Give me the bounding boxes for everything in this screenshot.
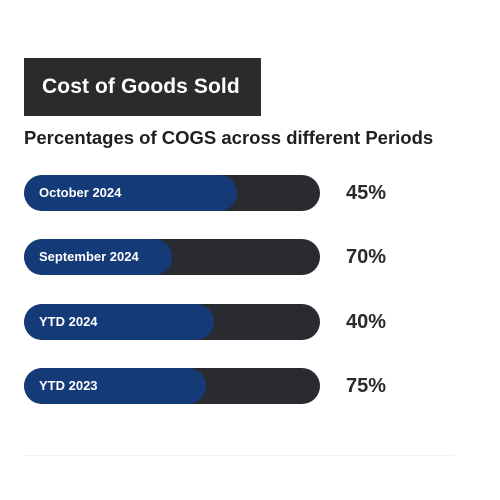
bar-label: September 2024 bbox=[39, 249, 139, 264]
bar-row: YTD 2024 40% bbox=[24, 304, 424, 340]
bar-track: September 2024 bbox=[24, 239, 320, 275]
bar-fill bbox=[24, 368, 206, 404]
bar-track: YTD 2023 bbox=[24, 368, 320, 404]
bar-track: October 2024 bbox=[24, 175, 320, 211]
bar-row: October 2024 45% bbox=[24, 175, 424, 211]
bar-track: YTD 2024 bbox=[24, 304, 320, 340]
chart-subtitle: Percentages of COGS across different Per… bbox=[24, 127, 434, 148]
bar-value-label: 40% bbox=[346, 311, 387, 333]
bar-row: September 2024 70% bbox=[24, 239, 424, 275]
chart-title: Cost of Goods Sold bbox=[42, 75, 240, 98]
bar-value-label: 70% bbox=[346, 246, 387, 268]
bottom-divider bbox=[24, 455, 454, 456]
title-block: Cost of Goods Sold bbox=[24, 58, 261, 116]
bar-label: YTD 2024 bbox=[39, 314, 98, 329]
bar-label: October 2024 bbox=[39, 185, 122, 200]
bar-row: YTD 2023 75% bbox=[24, 368, 424, 404]
bar-value-label: 75% bbox=[346, 375, 387, 397]
bar-value-label: 45% bbox=[346, 182, 387, 204]
bar-fill bbox=[24, 239, 172, 275]
bar-fill bbox=[24, 175, 237, 211]
bar-fill bbox=[24, 304, 214, 340]
bar-label: YTD 2023 bbox=[39, 378, 98, 393]
